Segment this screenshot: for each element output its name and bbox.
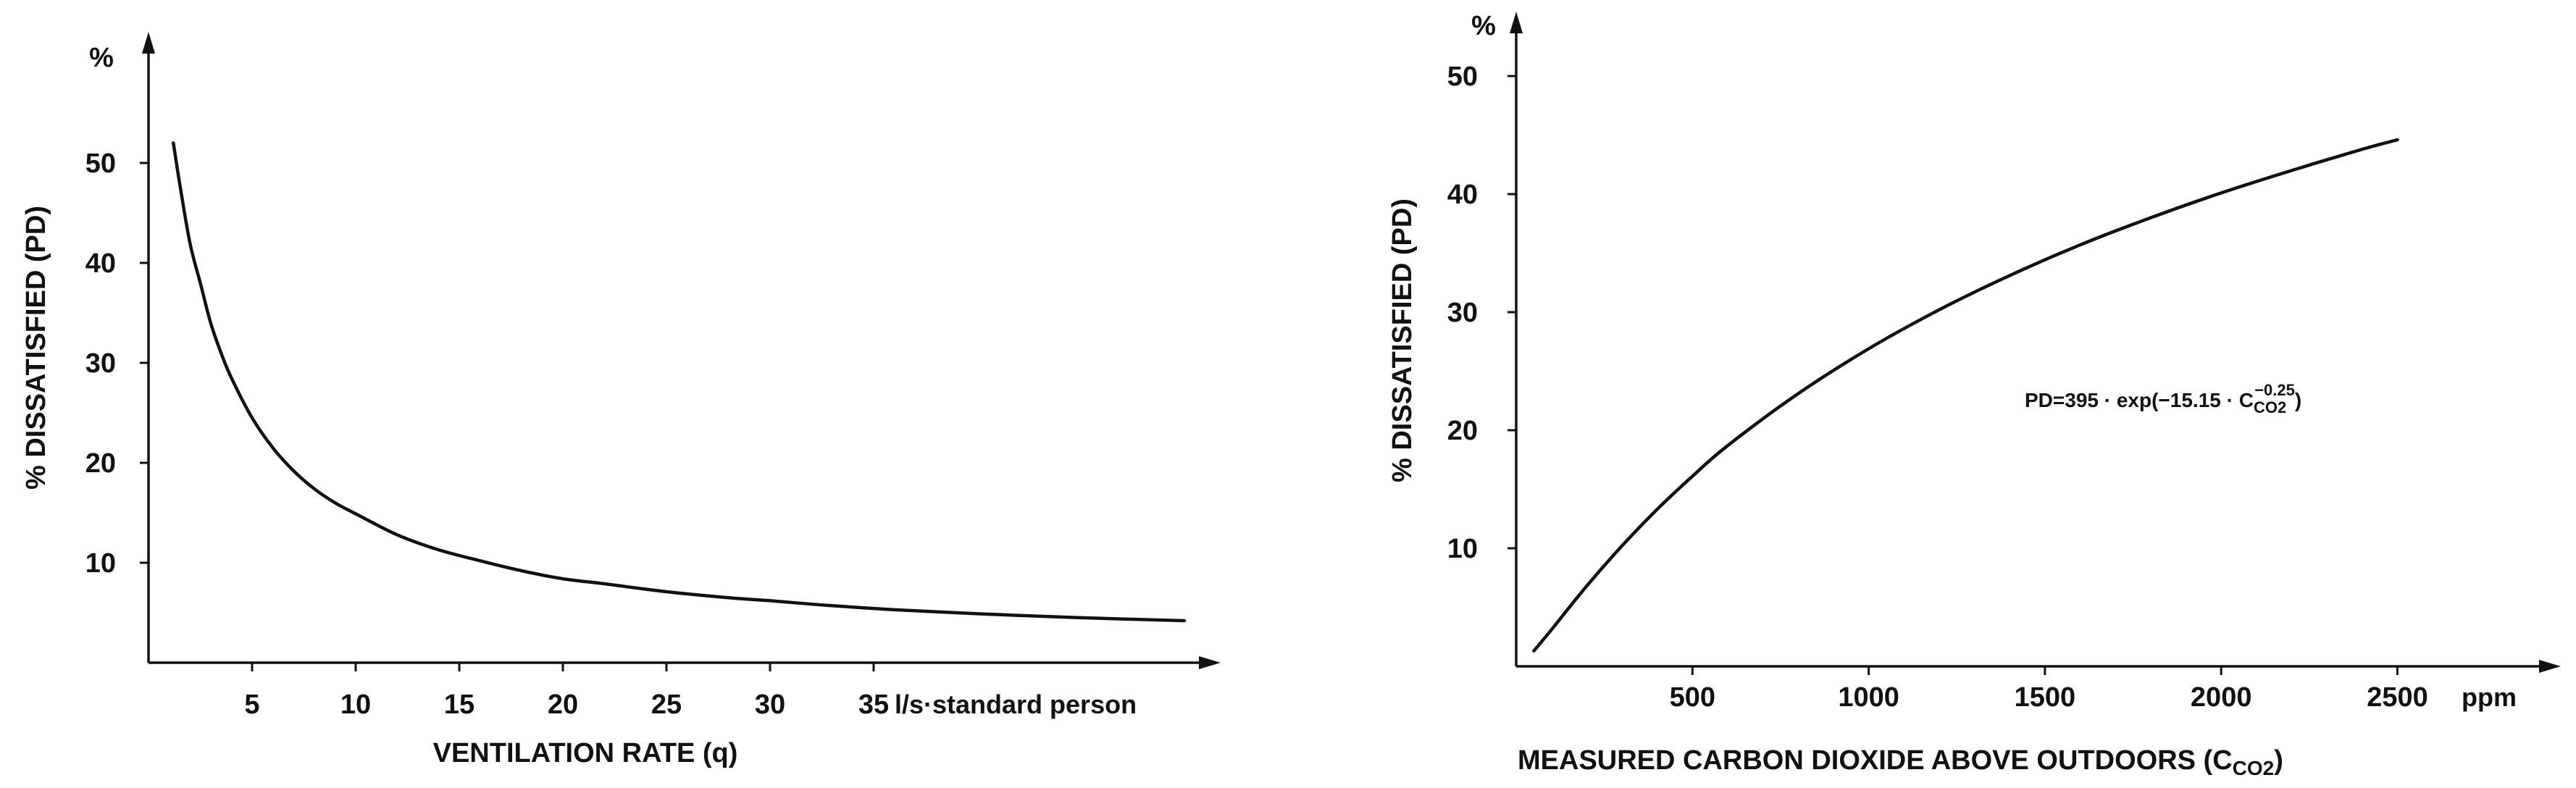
chart-ventilation: % % DISSATISFIED (PD) VENTILATION RATE (… xyxy=(21,32,1221,768)
y-tick-label: 30 xyxy=(85,348,116,379)
y-tick-label: 20 xyxy=(85,448,116,479)
series-line xyxy=(1532,138,2399,653)
y-unit-label: % xyxy=(1471,11,1496,41)
x-tick-label: 35 xyxy=(858,690,889,720)
formula-end: ) xyxy=(2295,389,2301,411)
y-tick-label: 50 xyxy=(1447,62,1478,92)
x-tick-label: 10 xyxy=(340,690,371,720)
x-tick-label: 1500 xyxy=(2015,682,2076,713)
x-unit-label: l/s·standard person xyxy=(895,690,1137,719)
formula-main: PD=395 · exp(−15.15 · C xyxy=(2025,389,2254,411)
y-axis-arrow xyxy=(1510,12,1523,33)
x-axis-title: VENTILATION RATE (q) xyxy=(433,738,738,768)
y-axis-title: % DISSATISFIED (PD) xyxy=(1387,198,1418,482)
x-tick-label: 2500 xyxy=(2367,682,2428,713)
x-axis-arrow xyxy=(2539,660,2561,673)
x-tick-label: 20 xyxy=(548,690,578,720)
formula-annotation: PD=395 · exp(−15.15 · CCO2−0.25) xyxy=(2025,381,2301,416)
y-tick-label: 40 xyxy=(85,248,116,279)
x-axis-title-sub: CO2 xyxy=(2233,757,2275,779)
y-axis-title: % DISSATISFIED (PD) xyxy=(21,206,51,490)
x-tick-label: 500 xyxy=(1670,682,1715,713)
y-tick-label: 50 xyxy=(85,148,116,179)
y-tick-label: 30 xyxy=(1447,298,1478,328)
x-unit-label: ppm xyxy=(2462,682,2517,712)
x-axis-arrow xyxy=(1199,656,1221,669)
x-tick-label: 30 xyxy=(755,690,785,720)
x-tick-label: 5 xyxy=(244,690,259,720)
y-axis-arrow xyxy=(142,32,155,54)
y-tick-label: 10 xyxy=(85,548,116,579)
x-axis-title-main: MEASURED CARBON DIOXIDE ABOVE OUTDOORS (… xyxy=(1518,745,2233,776)
y-tick-label: 20 xyxy=(1447,416,1478,446)
formula-sup: −0.25 xyxy=(2254,381,2295,399)
x-axis-title-end: ) xyxy=(2274,745,2283,776)
y-unit-label: % xyxy=(89,43,114,73)
x-tick-label: 25 xyxy=(651,690,682,720)
y-tick-label: 40 xyxy=(1447,180,1478,210)
series-line xyxy=(172,141,1187,623)
x-tick-label: 1000 xyxy=(1838,682,1899,713)
x-axis-title: MEASURED CARBON DIOXIDE ABOVE OUTDOORS (… xyxy=(1518,745,2283,779)
x-tick-label: 2000 xyxy=(2191,682,2252,713)
formula-sub: CO2 xyxy=(2254,398,2286,416)
x-tick-label: 15 xyxy=(444,690,474,720)
chart-co2: % % DISSATISFIED (PD) MEASURED CARBON DI… xyxy=(1387,11,2561,779)
y-tick-label: 10 xyxy=(1447,534,1478,564)
